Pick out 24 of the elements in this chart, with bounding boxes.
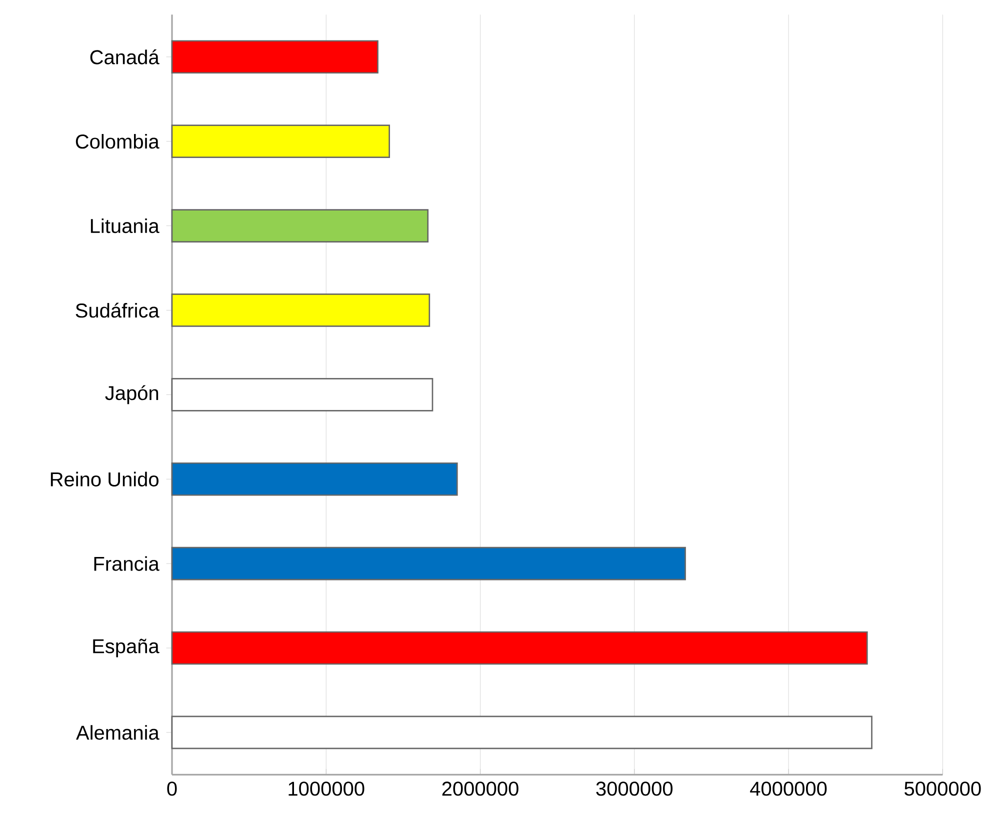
bar [171,40,378,74]
x-tick-label: 3000000 [596,782,673,796]
bar [171,546,686,580]
bar [171,209,429,242]
y-tick-label: España [93,638,160,658]
bar [171,294,430,327]
bar [171,631,868,665]
y-tick-label: Reino Unido [50,472,158,486]
x-tick-label: 1000000 [288,782,364,796]
bar [171,378,434,412]
y-tick-label: Colombia [76,134,160,149]
y-tick-label: Japón [105,385,158,404]
y-tick-label: Lituania [90,218,160,234]
bar [171,462,458,496]
x-tick-label: 4000000 [750,782,827,796]
y-tick-label: Francia [94,556,160,571]
bar [171,716,872,750]
y-tick-label: Sudáfrica [76,302,160,318]
y-tick-label: Canadá [90,49,160,64]
x-tick-label: 0 [167,782,177,796]
x-tick-label: 2000000 [442,782,518,796]
bar [171,124,390,158]
y-tick-label: Alemania [76,725,160,740]
x-tick-label: 5000000 [904,782,981,796]
